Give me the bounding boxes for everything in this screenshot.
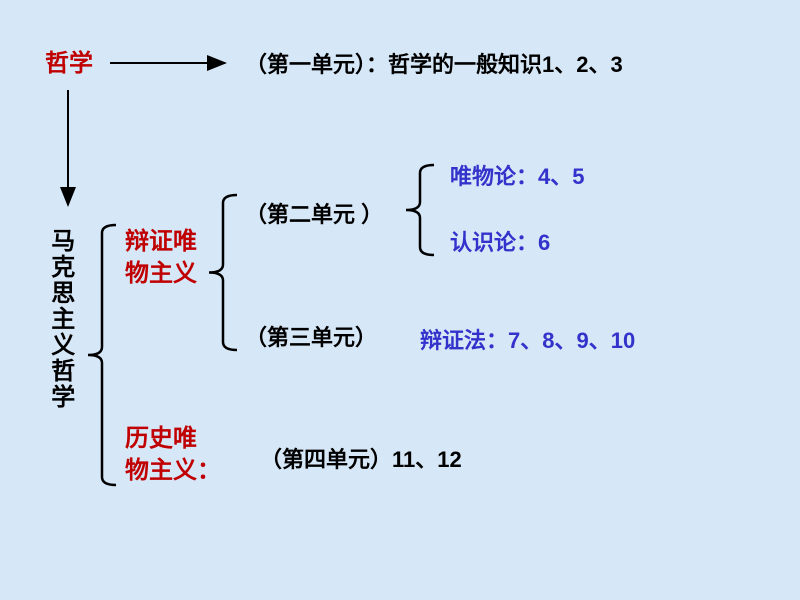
node-dialectical_materialism_l1: 辩证唯 xyxy=(125,228,197,257)
node-unit1: （第一单元）：哲学的一般知识1、2、3 xyxy=(245,52,623,78)
node-historical_materialism_l2: 物主义： xyxy=(125,457,221,486)
node-marxism: 马克思主义哲学 xyxy=(45,228,74,410)
node-unit2: （第二单元 ） xyxy=(245,202,383,228)
node-unit3: （第三单元） xyxy=(245,325,377,351)
node-dialectics: 辩证法：7、8、9、10 xyxy=(420,328,635,354)
node-philosophy: 哲学 xyxy=(45,50,93,79)
node-dialectical_materialism_l2: 物主义 xyxy=(125,260,197,289)
diagram-background xyxy=(0,0,800,600)
node-materialism: 唯物论：4、5 xyxy=(450,164,584,190)
node-epistemology: 认识论：6 xyxy=(450,230,550,256)
node-historical_materialism_l1: 历史唯 xyxy=(125,425,197,454)
node-unit4: （第四单元）11、12 xyxy=(260,447,462,473)
